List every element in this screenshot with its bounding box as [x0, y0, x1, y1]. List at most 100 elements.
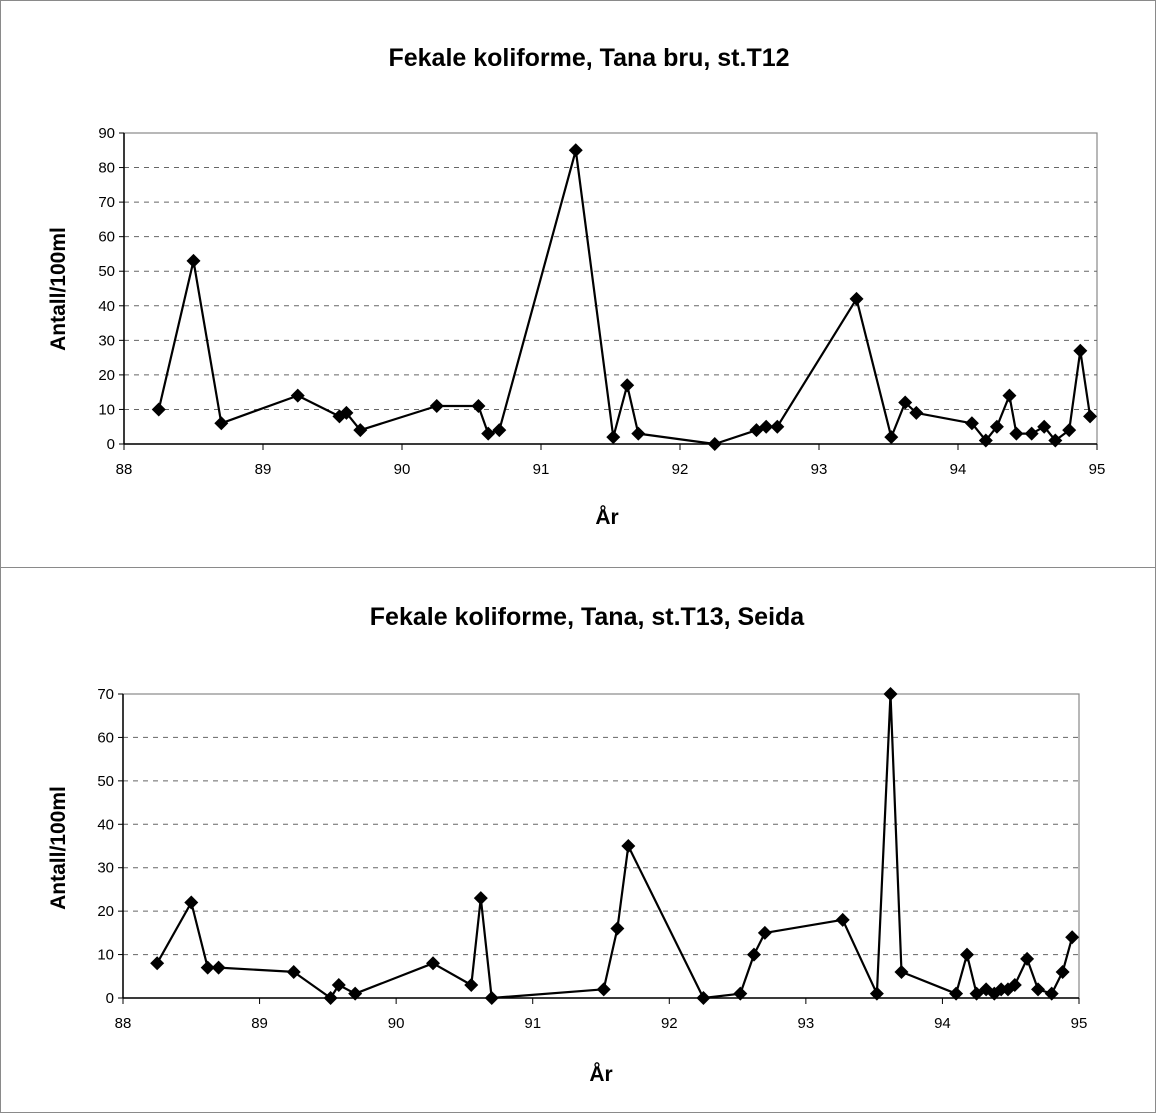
x-tick-label: 90	[394, 461, 411, 478]
x-tick-label: 92	[672, 461, 689, 478]
x-tick-label: 91	[524, 1015, 541, 1032]
chart-svg-top: Fekale koliforme, Tana bru, st.T12 0 10 20…	[47, 44, 1105, 529]
data-point	[835, 912, 850, 927]
y-tick-label: 80	[98, 160, 115, 177]
data-point	[621, 839, 636, 853]
y-tick-label: 30	[98, 332, 115, 349]
data-point	[568, 143, 583, 158]
data-point	[964, 416, 979, 431]
y-tick-label: 50	[97, 773, 114, 790]
data-point	[339, 405, 354, 420]
data-point	[989, 419, 1004, 434]
data-point	[186, 253, 201, 268]
y-tick-label: 50	[98, 263, 115, 280]
data-point	[759, 419, 774, 434]
chart-svg-bottom: Fekale koliforme, Tana, st.T13, Seida 0 1…	[47, 603, 1087, 1086]
x-tick-label: 88	[115, 1015, 132, 1032]
x-tick-label: 93	[798, 1015, 815, 1032]
data-point	[987, 986, 1002, 1001]
data-point	[1037, 419, 1052, 434]
data-point	[1009, 426, 1024, 441]
data-point	[884, 430, 899, 445]
data-point	[214, 416, 229, 431]
y-tick-label: 60	[98, 229, 115, 246]
data-point	[481, 426, 496, 441]
data-point	[1031, 982, 1046, 997]
data-point	[290, 388, 305, 403]
x-tick-label: 95	[1089, 461, 1106, 478]
data-point	[1065, 930, 1080, 945]
data-point	[610, 921, 625, 936]
x-tick-label: 89	[251, 1015, 268, 1032]
x-tick-label: 90	[388, 1015, 405, 1032]
data-point	[429, 398, 444, 413]
data-point	[757, 925, 772, 940]
x-tick-label: 95	[1071, 1015, 1088, 1032]
y-tick-label: 10	[98, 401, 115, 418]
chart-title-top: Fekale koliforme, Tana bru, st.T12	[388, 44, 789, 72]
data-point	[960, 947, 975, 962]
data-point	[464, 977, 479, 992]
data-point	[1055, 964, 1070, 979]
x-tick-label: 92	[661, 1015, 678, 1032]
data-point	[883, 687, 898, 701]
plot-frame	[122, 693, 1080, 999]
data-point	[707, 437, 722, 451]
y-tick-label: 20	[97, 903, 114, 920]
data-point	[323, 991, 338, 1005]
data-point	[596, 982, 611, 997]
y-tick-label: 10	[97, 947, 114, 964]
y-tick-label: 90	[98, 125, 115, 142]
data-point	[1044, 986, 1059, 1001]
data-point	[978, 433, 993, 448]
chart-panel-top: Fekale koliforme, Tana bru, st.T12 0 10 20…	[0, 0, 1156, 568]
data-point	[1083, 409, 1098, 424]
x-axis-label-bottom: År	[589, 1062, 612, 1086]
x-tick-label: 88	[116, 461, 133, 478]
data-point	[898, 395, 913, 410]
data-point	[631, 426, 646, 441]
chart-title-bottom: Fekale koliforme, Tana, st.T13, Seida	[370, 603, 806, 631]
data-point	[620, 378, 635, 393]
y-tick-label: 30	[97, 860, 114, 877]
y-tick-label: 40	[97, 816, 114, 833]
data-point	[150, 956, 165, 971]
data-point	[979, 982, 994, 997]
data-point	[894, 964, 909, 979]
y-axis-label-top: Antall/100ml	[47, 227, 70, 351]
data-point	[746, 947, 761, 962]
y-tick-label: 60	[97, 729, 114, 746]
plot-area-bottom: 0 10 20 30 40 50 60 70 88 89 90 91 92 93 94 95	[97, 686, 1087, 1032]
data-point	[1024, 426, 1039, 441]
data-point	[1062, 423, 1077, 438]
data-point	[869, 986, 884, 1001]
data-point	[484, 991, 499, 1005]
data-point	[1073, 343, 1088, 358]
x-axis-label-top: År	[595, 505, 618, 529]
data-point	[696, 991, 711, 1005]
data-point	[969, 986, 984, 1001]
x-tick-label: 94	[950, 461, 967, 478]
plot-area-top: 0 10 20 30 40 50 60 70 80 90 88 89 90 91 92 93 94 95	[98, 125, 1105, 478]
data-point	[348, 986, 363, 1001]
y-tick-label: 20	[98, 367, 115, 384]
data-point	[606, 430, 621, 445]
data-point	[1002, 388, 1017, 403]
data-point	[733, 986, 748, 1001]
y-tick-label: 70	[98, 194, 115, 211]
y-tick-label: 0	[107, 436, 115, 453]
plot-frame	[123, 132, 1098, 445]
data-point	[151, 402, 166, 417]
data-point	[492, 423, 507, 438]
data-point	[286, 964, 301, 979]
data-point	[949, 986, 964, 1001]
x-tick-label: 94	[934, 1015, 951, 1032]
data-point	[426, 956, 441, 971]
data-point	[353, 423, 368, 438]
x-tick-label: 93	[811, 461, 828, 478]
data-point	[471, 398, 486, 413]
data-point	[211, 960, 226, 975]
data-point	[849, 291, 864, 306]
data-point	[770, 419, 785, 434]
data-point	[1020, 951, 1035, 966]
